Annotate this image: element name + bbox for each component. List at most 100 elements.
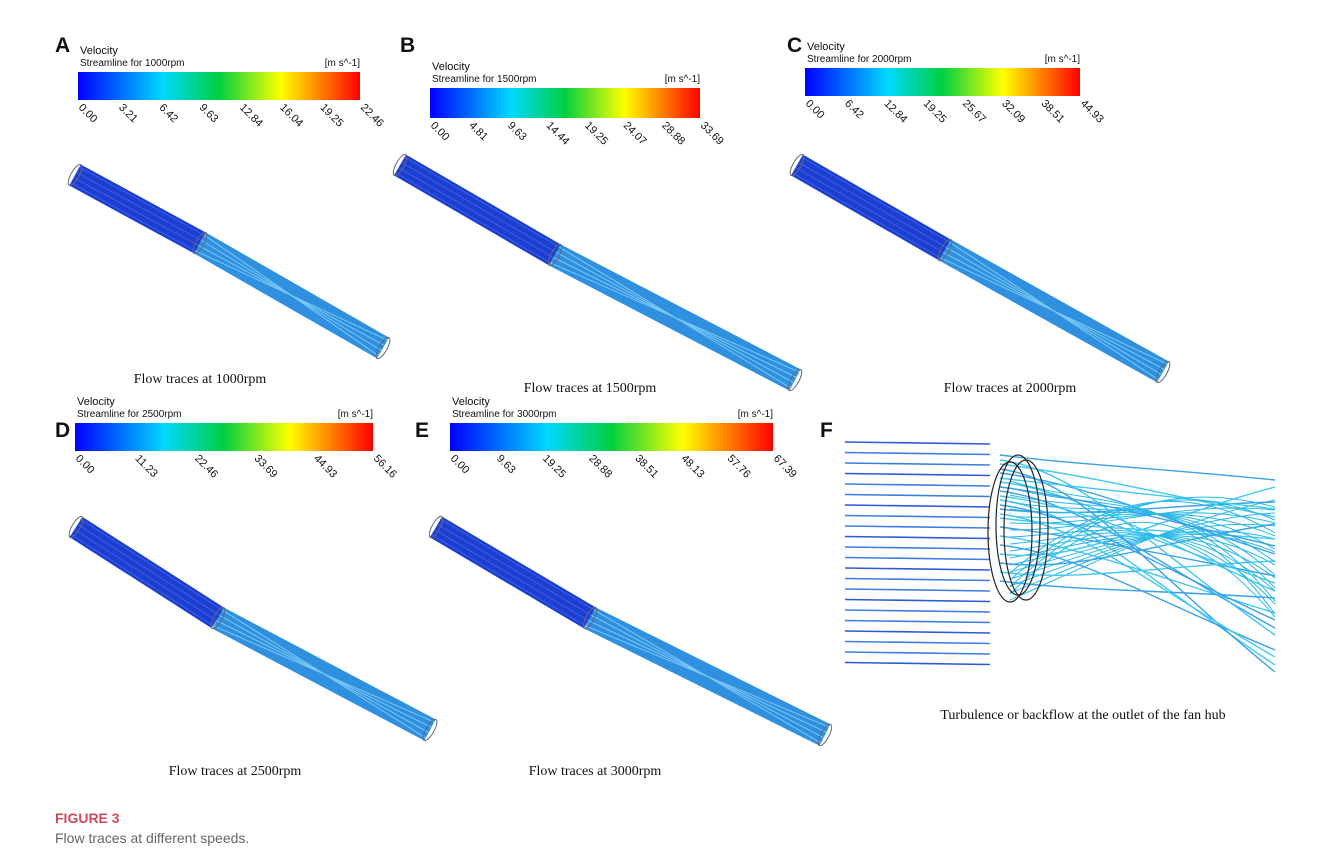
- streamline: [1000, 487, 1275, 555]
- streamline: [845, 568, 990, 570]
- streamline: [845, 600, 990, 602]
- colorbar-tick-label: 28.88: [659, 120, 687, 148]
- legend-title: Streamline for 3000rpm: [452, 409, 557, 420]
- streamline: [845, 484, 990, 486]
- streamline: [437, 524, 591, 615]
- colorbar-tick-label: 44.93: [311, 453, 339, 481]
- colorbar-tick-label: 0.00: [803, 98, 827, 122]
- colorbar-tick-label: 25.67: [960, 98, 988, 126]
- colorbar-tick-label: 28.88: [586, 453, 614, 481]
- streamline: [196, 251, 388, 340]
- colorbar-tick-label: 56.16: [371, 453, 399, 481]
- streamline: [845, 516, 990, 518]
- streamline: [74, 178, 199, 246]
- quantity-label: Velocity: [432, 61, 470, 73]
- figure: FIGURE 3 Flow traces at different speeds…: [0, 0, 1328, 849]
- streamline: [801, 157, 949, 242]
- streamline: [845, 505, 990, 507]
- colorbar-tick-label: 14.44: [544, 120, 572, 148]
- legend-title: Streamline for 1000rpm: [80, 58, 185, 69]
- colorbar-tick-label: 0.00: [448, 453, 472, 477]
- streamline: [845, 453, 990, 455]
- colorbar: [430, 88, 700, 118]
- figure-caption: Flow traces at different speeds.: [55, 830, 249, 846]
- panel-caption: Flow traces at 1000rpm: [134, 372, 267, 387]
- streamline: [845, 547, 990, 549]
- streamline: [80, 519, 222, 610]
- colorbar-tick-label: 11.23: [132, 453, 159, 480]
- panel-letter: A: [55, 34, 70, 57]
- colorbar-tick-label: 48.13: [679, 453, 707, 481]
- panel-caption: Flow traces at 1500rpm: [524, 381, 657, 396]
- colorbar-tick-label: 19.25: [540, 453, 568, 481]
- legend-title: Streamline for 2000rpm: [807, 54, 912, 65]
- colorbar-tick-label: 38.51: [1039, 98, 1067, 126]
- streamline: [845, 537, 990, 539]
- unit-label: [m s^-1]: [325, 58, 360, 69]
- streamline: [551, 263, 800, 372]
- streamline: [1000, 455, 1275, 480]
- colorbar-tick-label: 6.42: [156, 102, 180, 126]
- colorbar-tick-label: 12.84: [237, 102, 265, 130]
- colorbar-tick-label: 6.42: [842, 98, 866, 122]
- colorbar-tick-label: 0.00: [428, 120, 452, 144]
- colorbar-tick-label: 24.07: [621, 120, 649, 148]
- streamline: [941, 258, 1168, 364]
- streamline: [845, 663, 990, 665]
- panel-letter: E: [415, 419, 429, 442]
- colorbar-tick-label: 44.93: [1078, 98, 1106, 126]
- pipe-inlet: [76, 527, 218, 618]
- colorbar-tick-label: 9.63: [494, 453, 518, 477]
- streamline: [845, 526, 990, 528]
- colorbar-tick-label: 4.81: [466, 120, 490, 144]
- colorbar-tick-label: 9.63: [505, 120, 529, 144]
- colorbar-tick-label: 33.69: [252, 453, 280, 481]
- streamline: [845, 463, 990, 465]
- pipe-inlet: [436, 527, 590, 618]
- streamline: [845, 579, 990, 581]
- streamline: [396, 173, 551, 263]
- panel-caption: Flow traces at 3000rpm: [529, 764, 662, 779]
- colorbar-tick-label: 0.00: [73, 453, 97, 477]
- colorbar-tick-label: 19.25: [921, 98, 949, 126]
- streamline: [845, 589, 990, 591]
- colorbar-tick-label: 19.25: [318, 102, 346, 130]
- colorbar-tick-label: 22.46: [192, 453, 220, 481]
- streamline: [586, 626, 829, 727]
- panel-caption: Flow traces at 2500rpm: [169, 764, 302, 779]
- quantity-label: Velocity: [452, 396, 490, 408]
- unit-label: [m s^-1]: [1045, 54, 1080, 65]
- streamline: [77, 524, 219, 615]
- streamline: [845, 631, 990, 633]
- streamline: [72, 535, 214, 626]
- colorbar-tick-label: 19.25: [582, 120, 610, 148]
- streamline: [401, 162, 556, 252]
- panel-letter: D: [55, 419, 70, 442]
- streamline: [435, 530, 589, 621]
- colorbar: [75, 423, 373, 451]
- quantity-label: Velocity: [80, 45, 118, 57]
- figure-label: FIGURE 3: [55, 810, 120, 826]
- streamline: [76, 172, 201, 240]
- streamline: [793, 173, 941, 258]
- quantity-label: Velocity: [77, 396, 115, 408]
- colorbar: [450, 423, 773, 451]
- colorbar-tick-label: 22.46: [358, 102, 386, 130]
- streamline: [404, 157, 559, 247]
- streamline: [796, 168, 944, 253]
- colorbar: [805, 68, 1080, 96]
- colorbar-tick-label: 32.09: [999, 98, 1027, 126]
- unit-label: [m s^-1]: [665, 74, 700, 85]
- pipe-inlet: [400, 165, 555, 255]
- streamline: [845, 442, 990, 444]
- colorbar-tick-label: 12.84: [881, 98, 909, 126]
- colorbar-tick-label: 33.69: [698, 120, 726, 148]
- unit-label: [m s^-1]: [738, 409, 773, 420]
- unit-label: [m s^-1]: [338, 409, 373, 420]
- pipe-inlet: [797, 165, 945, 250]
- streamline: [432, 535, 586, 626]
- colorbar-tick-label: 9.63: [197, 102, 221, 126]
- streamline: [845, 495, 990, 497]
- panel-caption: Flow traces at 2000rpm: [944, 381, 1077, 396]
- panel-letter: C: [787, 34, 802, 57]
